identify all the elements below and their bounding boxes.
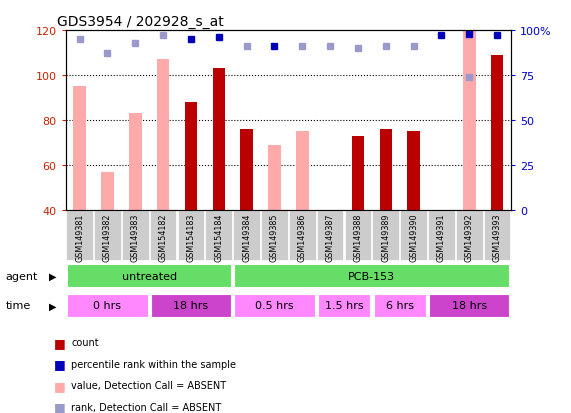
Bar bbox=[206, 211, 232, 260]
Text: GSM149386: GSM149386 bbox=[297, 213, 307, 261]
Text: count: count bbox=[71, 337, 99, 347]
Bar bbox=[317, 211, 344, 260]
Bar bbox=[73, 87, 86, 211]
Bar bbox=[428, 211, 455, 260]
Bar bbox=[463, 31, 476, 211]
Text: ■: ■ bbox=[54, 336, 66, 349]
Text: GSM149388: GSM149388 bbox=[353, 213, 363, 261]
Bar bbox=[373, 294, 426, 318]
Text: ■: ■ bbox=[54, 379, 66, 392]
Text: 0.5 hrs: 0.5 hrs bbox=[255, 301, 293, 311]
Bar bbox=[66, 211, 93, 260]
Text: 18 hrs: 18 hrs bbox=[452, 301, 487, 311]
Bar bbox=[407, 132, 420, 211]
Bar bbox=[296, 132, 308, 211]
Bar bbox=[261, 211, 288, 260]
Text: GSM149393: GSM149393 bbox=[493, 213, 502, 261]
Bar bbox=[352, 137, 364, 211]
Text: GSM149389: GSM149389 bbox=[381, 213, 391, 261]
Text: GSM154182: GSM154182 bbox=[159, 213, 168, 261]
Bar bbox=[234, 294, 315, 318]
Text: untreated: untreated bbox=[122, 271, 177, 281]
Text: 1.5 hrs: 1.5 hrs bbox=[325, 301, 363, 311]
Bar bbox=[400, 211, 427, 260]
Text: GSM149392: GSM149392 bbox=[465, 213, 474, 261]
Text: GSM149382: GSM149382 bbox=[103, 213, 112, 261]
Bar bbox=[157, 60, 170, 211]
Text: GSM149385: GSM149385 bbox=[270, 213, 279, 261]
Bar bbox=[372, 211, 399, 260]
Text: GSM149384: GSM149384 bbox=[242, 213, 251, 261]
Text: ■: ■ bbox=[54, 357, 66, 370]
Text: GSM154183: GSM154183 bbox=[186, 213, 195, 261]
Text: percentile rank within the sample: percentile rank within the sample bbox=[71, 359, 236, 369]
Text: GSM149381: GSM149381 bbox=[75, 213, 84, 261]
Text: 0 hrs: 0 hrs bbox=[94, 301, 122, 311]
Text: rank, Detection Call = ABSENT: rank, Detection Call = ABSENT bbox=[71, 402, 222, 412]
Bar bbox=[491, 56, 504, 211]
Text: ■: ■ bbox=[54, 400, 66, 413]
Text: 6 hrs: 6 hrs bbox=[385, 301, 414, 311]
Text: GSM149390: GSM149390 bbox=[409, 213, 418, 261]
Bar bbox=[122, 211, 148, 260]
Bar bbox=[101, 173, 114, 211]
Bar bbox=[129, 114, 142, 211]
Bar bbox=[429, 294, 509, 318]
Bar bbox=[484, 211, 510, 260]
Bar bbox=[380, 130, 392, 211]
Text: value, Detection Call = ABSENT: value, Detection Call = ABSENT bbox=[71, 380, 227, 390]
Text: GDS3954 / 202928_s_at: GDS3954 / 202928_s_at bbox=[57, 14, 223, 28]
Text: GSM149387: GSM149387 bbox=[325, 213, 335, 261]
Text: GSM149383: GSM149383 bbox=[131, 213, 140, 261]
Text: GSM154184: GSM154184 bbox=[214, 213, 223, 261]
Bar bbox=[233, 211, 260, 260]
Text: ▶: ▶ bbox=[49, 301, 56, 311]
Bar bbox=[178, 211, 204, 260]
Bar bbox=[94, 211, 121, 260]
Bar bbox=[344, 211, 371, 260]
Bar bbox=[240, 130, 253, 211]
Text: 18 hrs: 18 hrs bbox=[174, 301, 208, 311]
Bar bbox=[150, 211, 176, 260]
Bar bbox=[67, 294, 147, 318]
Bar bbox=[212, 69, 225, 211]
Bar bbox=[268, 145, 281, 211]
Bar bbox=[151, 294, 231, 318]
Bar bbox=[456, 211, 482, 260]
Text: GSM149391: GSM149391 bbox=[437, 213, 446, 261]
Bar bbox=[234, 264, 509, 288]
Text: agent: agent bbox=[6, 271, 38, 281]
Bar bbox=[318, 294, 370, 318]
Text: ▶: ▶ bbox=[49, 271, 56, 281]
Bar bbox=[184, 103, 197, 211]
Bar bbox=[67, 264, 231, 288]
Text: PCB-153: PCB-153 bbox=[348, 271, 396, 281]
Text: time: time bbox=[6, 301, 31, 311]
Bar bbox=[289, 211, 316, 260]
